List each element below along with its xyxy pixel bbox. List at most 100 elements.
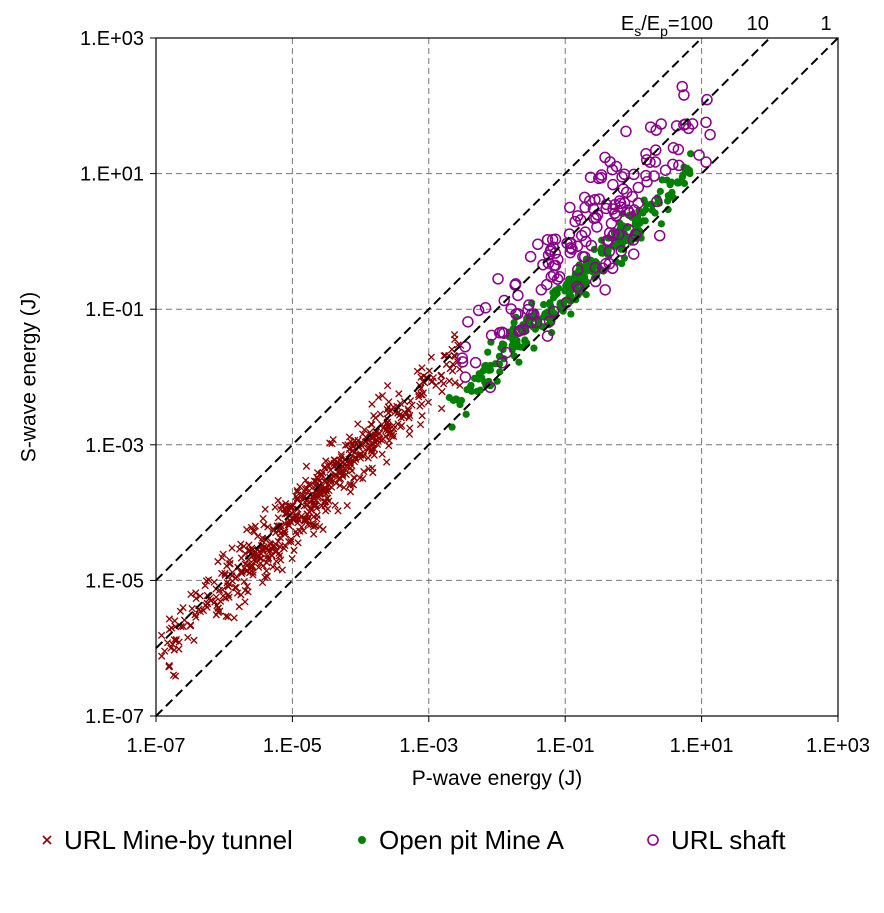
data-point: [604, 246, 612, 254]
data-point: [641, 176, 653, 188]
data-point: [212, 593, 220, 601]
data-point: [272, 557, 281, 566]
data-point: [687, 150, 695, 158]
scatter-chart: 1.E-07 1.E-07 1.E-05 1.E-05 1.E-03 1.E-03 1.E-…: [17, 13, 870, 790]
data-point: [285, 521, 293, 530]
ratio-reference-lines: [155, 37, 839, 717]
data-point: [551, 292, 559, 300]
series-1: [445, 150, 695, 431]
data-point: [700, 156, 712, 168]
data-point: [589, 194, 601, 206]
data-point: [294, 496, 302, 504]
data-point: [294, 505, 302, 513]
data-point: [161, 647, 169, 655]
data-point: [627, 248, 640, 260]
data-point: [222, 612, 230, 620]
data-point: [552, 253, 564, 266]
data-point: [512, 289, 524, 302]
data-point: [553, 270, 566, 283]
ratio-label-value: 10: [747, 13, 769, 35]
data-point: [472, 304, 485, 317]
data-point: [224, 583, 232, 591]
data-point: [628, 168, 640, 181]
data-point: [549, 259, 562, 272]
data-point: [358, 442, 366, 450]
data-point: [188, 604, 196, 613]
data-point: [235, 603, 243, 611]
data-point: [186, 622, 195, 630]
data-point: [599, 284, 611, 296]
data-point: [462, 316, 474, 328]
data-point: [167, 644, 175, 652]
data-point: [383, 405, 391, 414]
data-point: [564, 237, 577, 250]
y-tick-label: 1.E-07: [85, 706, 144, 728]
data-point: [307, 480, 315, 489]
data-point: [231, 583, 239, 592]
data-point: [249, 527, 257, 535]
data-point: [190, 636, 198, 644]
data-point: [269, 525, 277, 533]
data-point: [649, 144, 662, 156]
data-point: [459, 371, 472, 383]
data-point: [405, 414, 413, 422]
data-point: [530, 344, 538, 352]
data-point: [276, 556, 285, 564]
data-point: [580, 235, 592, 248]
data-point: [171, 617, 179, 625]
data-point: [562, 280, 571, 288]
data-point: [243, 526, 251, 534]
data-point: [367, 440, 376, 448]
data-point: [609, 199, 621, 211]
data-point: [649, 156, 662, 168]
data-point: [648, 170, 660, 182]
data-point: [330, 459, 338, 468]
data-point: [610, 160, 623, 173]
data-point: [336, 481, 344, 490]
data-point: [704, 128, 716, 141]
data-point: [328, 439, 336, 448]
plot-frame: [155, 37, 839, 717]
data-point: [448, 367, 457, 375]
data-point: [271, 503, 279, 511]
data-point: [249, 571, 257, 579]
data-point: [424, 398, 433, 406]
data-point: [603, 245, 616, 258]
data-point: [264, 555, 272, 564]
data-point: [300, 502, 308, 510]
data-point: [249, 568, 257, 576]
data-point: [294, 539, 302, 547]
data-point: [532, 238, 544, 251]
data-point: [437, 404, 446, 413]
data-point: [486, 361, 495, 370]
data-point: [218, 569, 226, 578]
data-point: [462, 410, 470, 418]
data-point: [312, 504, 321, 512]
data-point: [275, 552, 284, 560]
data-point: [383, 381, 392, 390]
data-point: [247, 563, 255, 572]
data-point: [301, 514, 309, 523]
data-point: [395, 390, 403, 398]
data-point: [673, 159, 685, 172]
data-point: [675, 179, 683, 187]
data-point: [614, 197, 627, 210]
data-point: [484, 348, 492, 356]
data-point: [281, 520, 289, 528]
data-point: [367, 420, 375, 428]
data-point: [525, 316, 537, 329]
data-point: [700, 116, 712, 129]
data-point: [418, 400, 426, 408]
data-point: [418, 364, 426, 372]
data-point: [201, 581, 209, 590]
data-point: [463, 385, 471, 394]
data-point: [405, 430, 414, 438]
data-point: [165, 663, 174, 671]
data-point: [535, 284, 548, 296]
data-point: [427, 353, 435, 361]
y-tick-label: 1.E+03: [80, 28, 144, 50]
data-point: [259, 514, 267, 523]
data-point: [263, 572, 271, 581]
data-point: [359, 474, 367, 483]
data-point: [421, 379, 429, 387]
